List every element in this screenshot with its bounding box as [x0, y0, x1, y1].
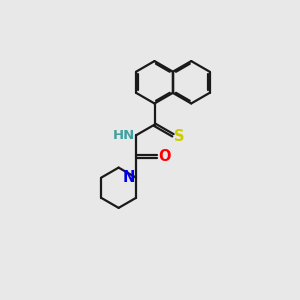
Text: S: S — [174, 129, 184, 144]
Text: HN: HN — [112, 129, 135, 142]
Text: N: N — [122, 170, 135, 185]
Text: O: O — [158, 149, 171, 164]
